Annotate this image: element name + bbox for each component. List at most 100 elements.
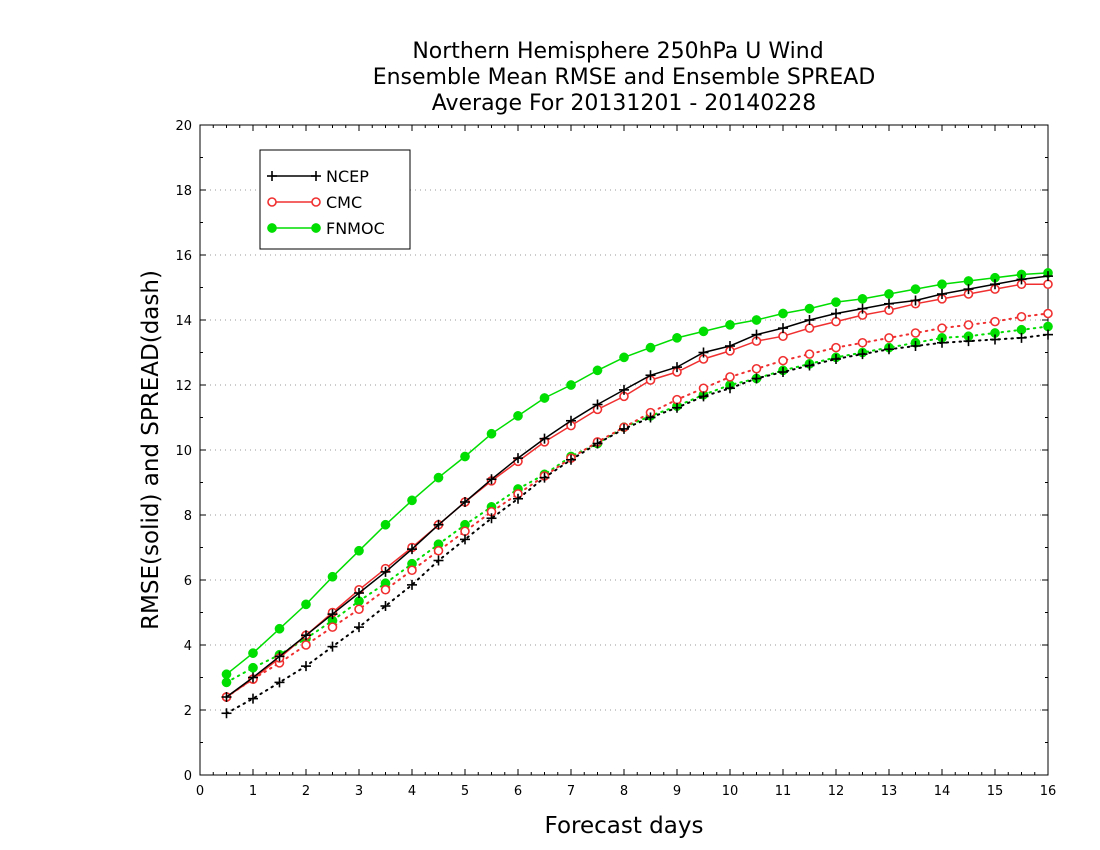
point-cmc-spread [937,323,947,333]
point-fnmoc-rmse [248,648,258,658]
point-ncep-spread [857,349,868,360]
point-cmc-spread [884,333,894,343]
point-cmc-rmse [1043,279,1053,290]
x-tick-label: 12 [828,784,845,799]
chart-title: Northern Hemisphere 250hPa U Wind Ensemb… [373,39,876,116]
point-ncep-rmse [380,566,391,577]
y-tick-label: 8 [184,509,192,524]
point-ncep-spread [963,336,974,347]
point-fnmoc-rmse [804,303,815,314]
point-ncep-spread [433,555,444,566]
point-ncep-spread [778,367,788,377]
y-tick-label: 10 [175,444,192,459]
point-ncep-rmse [831,308,841,319]
point-ncep-rmse [327,609,338,620]
point-ncep-rmse [407,544,417,555]
series-ncep-spread [221,329,1053,719]
series-cmc-rmse-line [226,283,1048,698]
chart-gridlines [200,189,1048,711]
point-cmc-spread [433,545,444,556]
point-ncep-spread [592,438,603,449]
series-ncep-rmse-line [226,275,1049,698]
point-ncep-rmse [248,672,258,683]
chart-title-line-3: Average For 20131201 - 20140228 [432,91,817,116]
point-cmc-spread [698,383,709,394]
y-tick-label: 20 [175,119,192,134]
legend-marker-ncep [311,171,321,181]
point-cmc-spread [778,355,788,366]
legend-entry-ncep: NCEP [267,167,369,186]
point-cmc-spread [990,316,1000,327]
x-tick-label: 6 [514,784,522,799]
point-fnmoc-rmse [910,284,921,294]
series-ncep-spread-line [225,333,1049,715]
point-fnmoc-rmse [354,545,364,556]
x-tick-label: 10 [722,784,739,799]
point-ncep-rmse [804,315,815,325]
x-tick-label: 3 [355,784,363,799]
y-tick-label: 4 [184,639,192,654]
axis-ticks [199,124,1049,776]
point-ncep-spread [619,423,629,434]
point-ncep-spread [407,579,417,590]
point-cmc-spread [751,363,762,374]
series-fnmoc-spread-line [225,325,1049,684]
point-fnmoc-rmse [672,333,682,343]
point-ncep-spread [725,383,735,394]
x-tick-label: 4 [408,784,416,799]
point-fnmoc-rmse [619,352,629,363]
point-ncep-rmse [539,433,550,444]
point-cmc-spread [804,349,815,359]
point-ncep-spread [990,334,1000,345]
x-tick-label: 7 [567,784,575,799]
point-fnmoc-rmse [698,326,709,337]
point-ncep-spread [910,341,921,351]
point-ncep-spread [513,493,523,504]
point-cmc-rmse [804,323,815,333]
legend-label-ncep: NCEP [326,167,369,186]
point-cmc-spread [1016,311,1027,322]
y-tick-label: 2 [184,704,192,719]
x-tick-label: 1 [249,784,257,799]
y-tick-label: 12 [175,379,192,394]
point-ncep-rmse [274,651,285,662]
point-ncep-rmse [619,384,629,395]
point-cmc-rmse [831,316,841,327]
point-ncep-rmse [513,453,523,464]
legend-marker-fnmoc [267,223,277,233]
point-ncep-rmse [884,298,894,309]
chart-title-line-1: Northern Hemisphere 250hPa U Wind [412,39,823,64]
point-ncep-rmse [566,415,576,426]
point-ncep-spread [566,454,576,465]
point-ncep-spread [274,677,285,688]
series-fnmoc-rmse-line [226,272,1049,675]
point-ncep-spread [354,622,364,633]
point-cmc-spread [407,565,417,576]
point-ncep-spread [539,472,550,483]
point-ncep-rmse [857,303,868,314]
point-fnmoc-rmse [884,289,894,299]
point-fnmoc-spread [221,677,232,688]
point-fnmoc-rmse [327,571,338,582]
chart-series [221,268,1053,719]
point-fnmoc-rmse [592,365,603,376]
point-ncep-rmse [460,497,470,507]
x-axis-label: Forecast days [545,813,704,839]
point-fnmoc-rmse [751,315,762,325]
y-tick-label: 6 [184,574,192,589]
point-ncep-rmse [221,692,232,702]
x-tick-label: 8 [620,784,628,799]
point-ncep-spread [248,693,258,704]
point-ncep-rmse [672,362,682,373]
point-ncep-rmse [937,289,947,299]
point-ncep-spread [221,708,232,719]
point-cmc-spread [301,640,311,650]
point-ncep-spread [327,641,338,652]
point-ncep-spread [698,391,709,402]
series-fnmoc-spread [221,321,1053,688]
point-ncep-spread [937,337,947,348]
point-ncep-spread [1043,329,1053,340]
x-tick-label: 11 [775,784,792,799]
point-ncep-rmse [592,399,603,410]
x-tick-label: 5 [461,784,469,799]
